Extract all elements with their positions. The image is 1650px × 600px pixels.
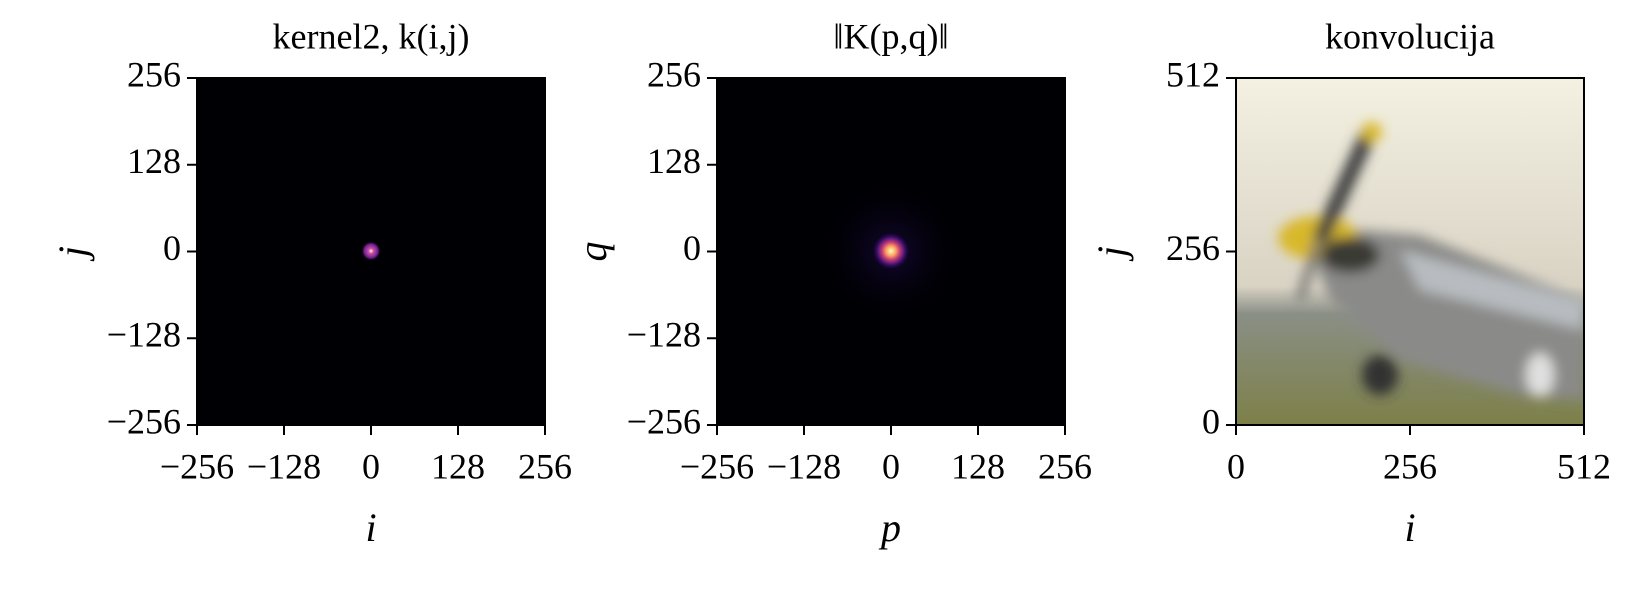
- x-tick-label: 0: [362, 446, 380, 486]
- x-tick-label: 128: [431, 446, 485, 486]
- chart-title: ‖K(p,q)‖: [833, 16, 948, 56]
- x-axis-label: p: [878, 505, 901, 550]
- image-1: [197, 78, 545, 425]
- y-tick-label: 256: [1166, 228, 1220, 268]
- x-tick-label: 128: [951, 446, 1005, 486]
- y-tick-label: −128: [107, 315, 181, 355]
- chart-title: konvolucija: [1325, 16, 1495, 56]
- x-tick-label: 256: [518, 446, 572, 486]
- x-tick-label: 0: [1227, 446, 1245, 486]
- y-tick-label: −128: [627, 315, 701, 355]
- y-tick-label: 256: [127, 54, 181, 94]
- x-tick-label: 256: [1038, 446, 1092, 486]
- y-axis-label: j: [1089, 246, 1134, 262]
- y-tick-label: 0: [683, 228, 701, 268]
- x-tick-label: −256: [160, 446, 234, 486]
- x-tick-label: 512: [1557, 446, 1611, 486]
- y-tick-label: 128: [127, 141, 181, 181]
- image-3: [1236, 78, 1584, 425]
- y-tick-label: 0: [163, 228, 181, 268]
- image-2: [717, 78, 1065, 425]
- x-axis-label: i: [1404, 505, 1415, 550]
- y-tick-label: −256: [107, 401, 181, 441]
- x-tick-label: 256: [1383, 446, 1437, 486]
- x-tick-label: 0: [882, 446, 900, 486]
- y-axis-label: q: [570, 242, 615, 262]
- x-tick-label: −128: [247, 446, 321, 486]
- y-tick-label: 256: [647, 54, 701, 94]
- y-axis-label: j: [50, 246, 95, 262]
- x-axis-label: i: [365, 505, 376, 550]
- chart-title: kernel2, k(i,j): [273, 16, 470, 56]
- y-tick-label: 512: [1166, 54, 1220, 94]
- x-tick-label: −128: [767, 446, 841, 486]
- y-tick-label: 0: [1202, 401, 1220, 441]
- x-tick-label: −256: [680, 446, 754, 486]
- y-tick-label: −256: [627, 401, 701, 441]
- y-tick-label: 128: [647, 141, 701, 181]
